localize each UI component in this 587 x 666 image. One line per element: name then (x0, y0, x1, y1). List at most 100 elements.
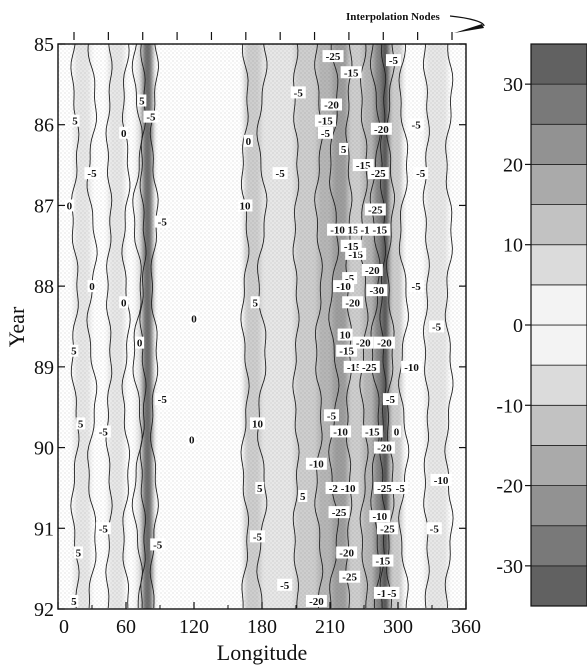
contour-label-bg (366, 284, 388, 297)
contour-label: -20 (374, 124, 389, 136)
colorbar-tick-label: 10 (503, 235, 523, 257)
contour-label-bg (339, 142, 349, 155)
contour-label-bg (255, 481, 265, 494)
contour-label: 5 (139, 96, 145, 108)
contour-line (292, 44, 300, 608)
contour-label-bg (330, 425, 352, 438)
colorbar-tick-label: -30 (496, 556, 523, 578)
contour-label: -5 (99, 523, 109, 535)
contour-line (70, 44, 80, 609)
contour-label: 10 (240, 200, 252, 212)
contour-label: -10 (309, 459, 324, 471)
contour-label-bg (290, 86, 306, 99)
contour-label: -20 (339, 548, 354, 560)
contour-label-bg (373, 441, 395, 454)
contour-lines (70, 44, 454, 609)
contour-label: -5 (432, 322, 442, 334)
contour-label-bg (70, 114, 80, 127)
contour-label-bg (367, 167, 389, 180)
contour-label: -15 (376, 556, 391, 568)
contour-label: -30 (370, 285, 385, 297)
contour-label-bg (237, 199, 253, 212)
annotation-arrow-head (454, 24, 484, 33)
colorbar-segment (530, 364, 587, 406)
contour-label-bg (333, 280, 355, 293)
contour-line (359, 44, 369, 609)
interpolation-nodes-label: Interpolation Nodes (346, 11, 441, 23)
contour-label: -10 (373, 511, 388, 523)
contour-label-bg (189, 312, 199, 325)
contour-label-bg (382, 393, 398, 406)
contour-label-bg (119, 296, 129, 309)
colorbar-segment (530, 565, 587, 607)
contour-label-bg (324, 409, 340, 422)
contour-label: -5 (280, 580, 290, 592)
colorbar-tick-label: -20 (496, 476, 523, 498)
contour-label: -5 (158, 394, 168, 406)
contour-label: 5 (72, 116, 78, 128)
contour-label-bg (73, 546, 83, 559)
x-tick-label: 360 (451, 616, 481, 638)
contour-label: -5 (99, 426, 109, 438)
contour-label: -15 (373, 225, 388, 237)
contour-label-bg (426, 522, 442, 535)
contour-label-bg (337, 481, 359, 494)
colorbar-tick-label: 0 (513, 315, 523, 337)
contour-label-bg (413, 167, 429, 180)
x-tick-label: 300 (383, 616, 413, 638)
contour-label: -15 (339, 346, 354, 358)
colorbar-segment (530, 244, 587, 286)
contour-label: -20 (356, 338, 371, 350)
contour-line (86, 44, 98, 609)
contour-label-bg (336, 344, 358, 357)
contour-label-bg (364, 203, 386, 216)
contour-label: -10 (330, 225, 345, 237)
contour-line (149, 44, 159, 609)
contour-label-bg (317, 126, 333, 139)
contour-label: -20 (309, 596, 324, 608)
contour-label: -25 (326, 51, 341, 63)
contour-label-bg (137, 94, 147, 107)
contour-label: -20 (365, 265, 380, 277)
contour-label: -10 (404, 362, 419, 374)
plot-area: 5-50-55-5000505-5-5-5-555000105105-5-5-5… (58, 44, 466, 609)
contour-label: -5 (87, 168, 97, 180)
colorbar-tick-label: 30 (503, 74, 523, 96)
x-tick-label: 210 (315, 616, 345, 638)
contour-label: -25 (380, 523, 395, 535)
contour-label-bg (430, 473, 452, 486)
contour-label-bg (143, 110, 159, 123)
x-tick-label: 60 (116, 616, 136, 638)
contour-label: -20 (377, 443, 392, 455)
contour-label: -15 (344, 241, 359, 253)
contour-label: -5 (387, 588, 397, 600)
contour-label: -20 (377, 338, 392, 350)
contour-label-bg (298, 490, 308, 502)
contour-label-bg (352, 336, 374, 349)
contour-label: -5 (386, 394, 396, 406)
contour-label-bg (95, 522, 111, 535)
contour-label: -15 (347, 362, 362, 374)
contour-label: -5 (389, 55, 399, 67)
contour-label-bg (69, 344, 79, 357)
y-tick-label: 91 (34, 518, 54, 540)
contour-label: -25 (332, 507, 347, 519)
contour-label: -5 (253, 531, 263, 543)
colorbar-segment (530, 404, 587, 446)
colorbar-segment (530, 485, 587, 527)
contour-label: -25 (368, 204, 383, 216)
contour-label: -10 (336, 281, 351, 293)
contour-label-bg (401, 360, 423, 373)
contour-label: 0 (89, 281, 95, 293)
contour-label-bg (339, 570, 361, 583)
contour-label-bg (322, 50, 344, 63)
contour-label: -15 (344, 67, 359, 79)
contour-label-bg (372, 554, 394, 567)
contour-label-bg (328, 506, 350, 519)
contour-label-bg (154, 393, 170, 406)
contour-label-bg (69, 594, 79, 607)
contour-label: 0 (121, 128, 127, 140)
colorbar-segment (530, 164, 587, 205)
contour-label-bg (76, 417, 86, 430)
